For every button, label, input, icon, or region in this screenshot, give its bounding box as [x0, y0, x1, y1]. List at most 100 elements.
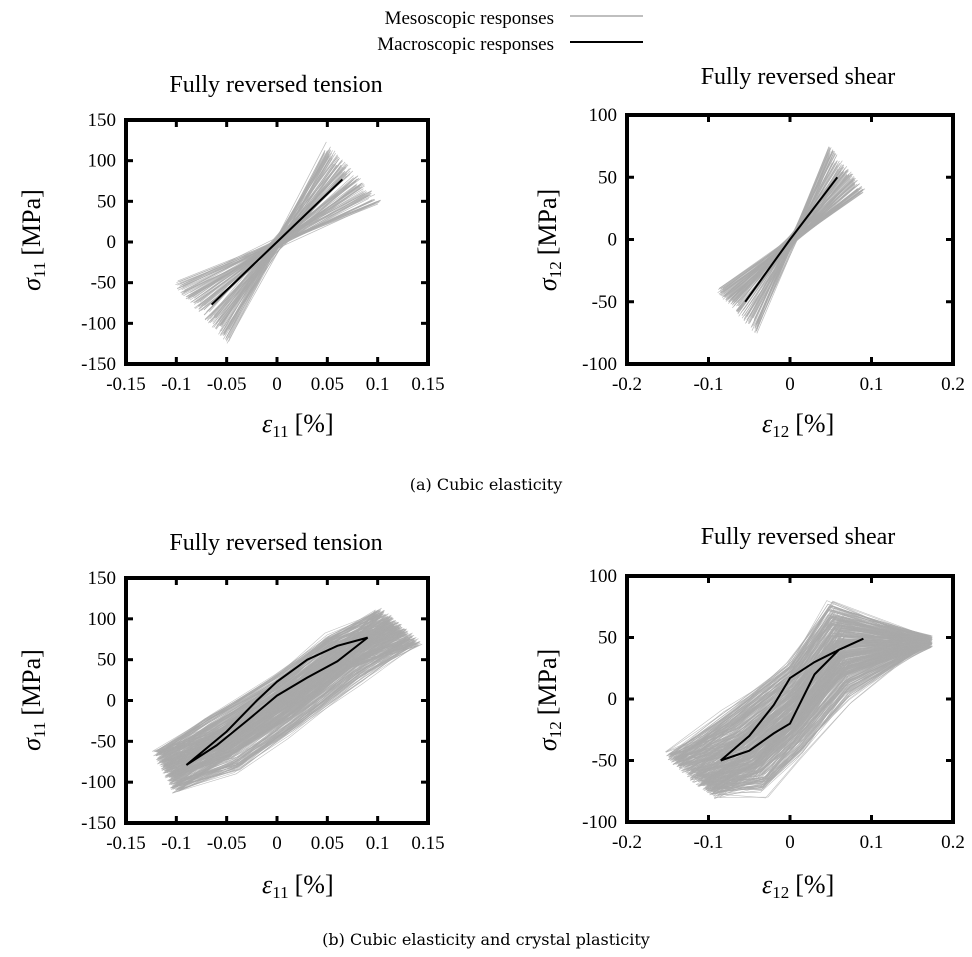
chart-title: Fully reversed shear — [701, 64, 896, 90]
meso-loop — [169, 632, 403, 780]
y-tick-label: 0 — [107, 691, 117, 712]
meso-loop — [694, 638, 926, 777]
y-axis-label: σ11[MPa] — [17, 649, 49, 751]
meso-loop — [171, 636, 409, 781]
y-tick-label: 0 — [107, 232, 117, 253]
meso-loop — [159, 609, 376, 754]
meso-loop — [171, 638, 414, 788]
x-tick-label: 0.1 — [860, 832, 884, 853]
chart-b-tension: Fully reversed tension -0.15 -0.1 -0.05 0 0.… — [17, 530, 445, 902]
y-tick-label: -150 — [81, 354, 116, 375]
x-tick-label: -0.05 — [207, 374, 247, 395]
x-axis-label: ε11 [%] — [262, 870, 334, 902]
legend: Mesoscopic responses Macroscopic respons… — [377, 8, 643, 55]
meso-loop — [159, 626, 390, 766]
legend-meso-label: Mesoscopic responses — [385, 8, 554, 29]
meso-loop — [712, 643, 927, 789]
x-tick-label: 0.1 — [366, 833, 390, 854]
y-tick-label: 100 — [589, 105, 618, 126]
x-tick-label: -0.1 — [161, 833, 191, 854]
meso-loop — [162, 619, 390, 766]
x-tick-labels: -0.2 -0.1 0 0.1 0.2 — [612, 832, 965, 853]
meso-loop — [689, 635, 933, 773]
meso-loop — [708, 646, 930, 786]
y-tick-label: -100 — [582, 812, 617, 833]
meso-line — [195, 188, 360, 309]
meso-line — [182, 190, 372, 285]
caption-b: (b) Cubic elasticity and crystal plastic… — [322, 930, 650, 949]
x-axis-label: ε11 [%] — [262, 409, 334, 441]
meso-loop — [686, 635, 929, 772]
x-tick-label: 0.05 — [311, 374, 344, 395]
caption-a: (a) Cubic elasticity — [410, 475, 563, 494]
y-tick-label: 50 — [598, 167, 617, 188]
meso-loop — [669, 601, 926, 761]
x-tick-label: -0.05 — [207, 833, 247, 854]
y-tick-label: -50 — [592, 292, 617, 313]
meso-loop — [671, 615, 933, 761]
chart-a-tension: Fully reversed tension -0.15 -0.1 -0.05 0 0.… — [17, 72, 445, 441]
meso-line — [204, 181, 352, 321]
y-tick-labels: -150 -100 -50 0 50 100 150 — [81, 568, 116, 834]
x-tick-label: -0.2 — [612, 374, 642, 395]
meso-line — [208, 171, 343, 323]
meso-loop — [707, 647, 927, 787]
plot-frame — [625, 113, 955, 366]
meso-loop — [702, 645, 933, 781]
x-tick-label: -0.2 — [612, 832, 642, 853]
y-axis-label: σ12[MPa] — [533, 649, 565, 751]
meso-loop — [706, 646, 933, 790]
meso-loop — [164, 628, 405, 774]
plot-frame — [124, 576, 430, 825]
y-tick-label: 100 — [88, 609, 117, 630]
chart-a-shear: Fully reversed shear -0.2 -0.1 0 0.1 0.2 -10… — [533, 64, 965, 441]
y-tick-label: -150 — [81, 813, 116, 834]
meso-line — [736, 171, 844, 311]
x-tick-label: -0.15 — [106, 374, 146, 395]
meso-loop — [164, 620, 396, 768]
macroscopic-line — [720, 637, 864, 762]
meso-loop — [163, 630, 403, 774]
meso-loop — [719, 640, 927, 798]
meso-loop — [168, 638, 414, 782]
meso-loop — [155, 612, 377, 753]
meso-loop — [176, 644, 417, 791]
legend-macro-label: Macroscopic responses — [377, 34, 554, 55]
chart-title: Fully reversed tension — [169, 530, 382, 556]
chart-title: Fully reversed tension — [169, 72, 382, 98]
y-tick-label: -100 — [582, 354, 617, 375]
plot-frame — [625, 574, 955, 824]
y-tick-label: 100 — [589, 566, 618, 587]
meso-line — [723, 189, 864, 293]
y-tick-label: -50 — [91, 731, 116, 752]
y-tick-label: 50 — [97, 191, 116, 212]
plot-frame — [124, 118, 430, 366]
x-axis-label: ε12 [%] — [762, 870, 834, 902]
macroscopic-line — [210, 178, 344, 306]
x-tick-label: -0.1 — [161, 374, 191, 395]
macroscopic-line — [744, 176, 839, 303]
y-tick-labels: -100 -50 0 50 100 — [582, 105, 617, 375]
y-tick-label: -100 — [81, 313, 116, 334]
x-tick-labels: -0.15 -0.1 -0.05 0 0.05 0.1 0.15 — [106, 374, 444, 395]
meso-loop — [703, 641, 931, 789]
meso-line — [197, 180, 357, 307]
y-tick-label: 150 — [88, 568, 117, 589]
x-tick-label: 0.15 — [411, 833, 444, 854]
y-tick-label: 0 — [608, 230, 618, 251]
x-tick-label: 0 — [785, 374, 795, 395]
meso-line — [720, 189, 864, 290]
y-tick-label: 50 — [97, 650, 116, 671]
x-tick-label: 0 — [785, 832, 795, 853]
x-tick-label: 0.1 — [366, 374, 390, 395]
x-tick-label: 0.05 — [311, 833, 344, 854]
x-tick-label: -0.15 — [106, 833, 146, 854]
meso-line — [744, 164, 839, 319]
meso-lines — [717, 146, 866, 334]
y-axis-label: σ11[MPa] — [17, 189, 49, 291]
chart-b-shear: Fully reversed shear -0.2 -0.1 0 0.1 0.2 -10… — [533, 524, 965, 902]
meso-loop — [686, 632, 931, 765]
meso-loop — [162, 615, 382, 757]
y-tick-label: 0 — [608, 689, 618, 710]
